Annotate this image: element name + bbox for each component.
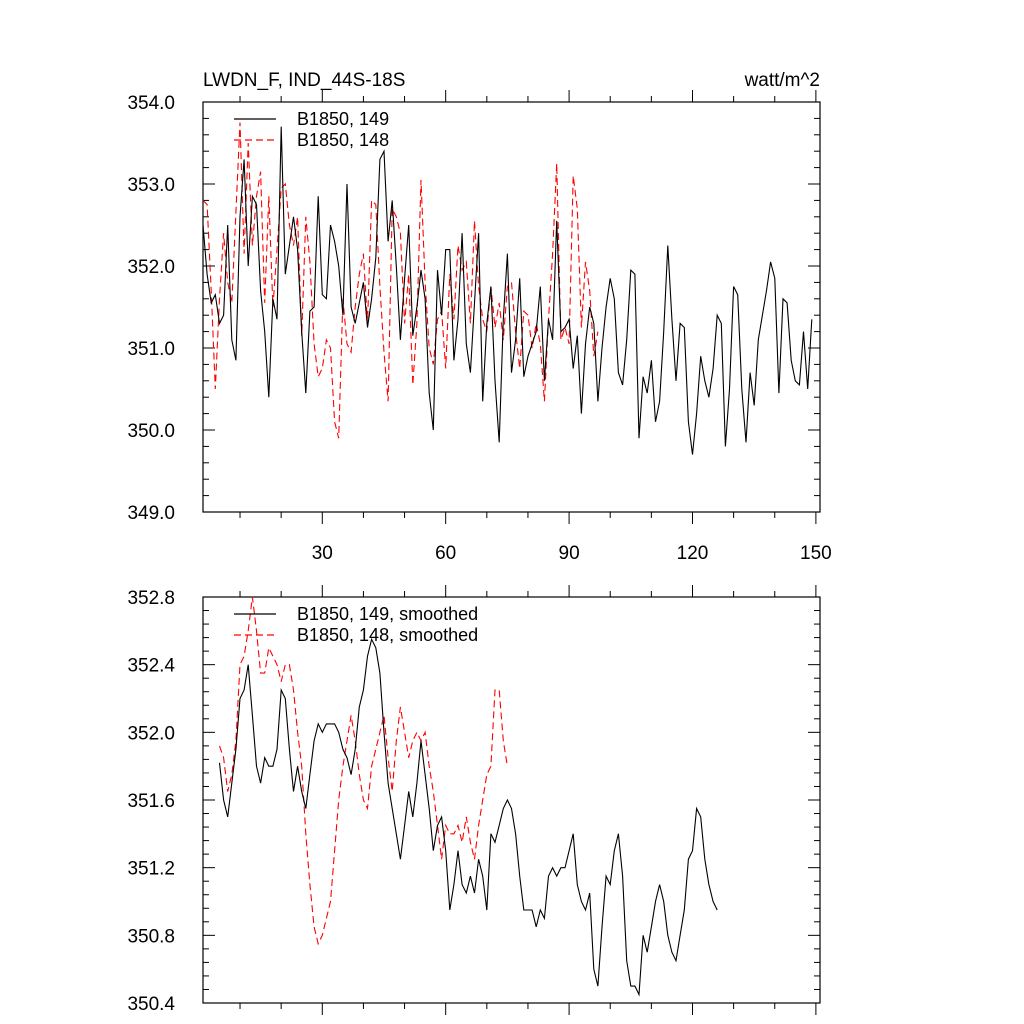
- series-line-1: [202, 126, 813, 455]
- x-tick-label: 120: [677, 543, 709, 564]
- y-tick-label: 350.4: [127, 994, 175, 1015]
- y-tick-label: 349.0: [127, 503, 175, 524]
- y-tick-label: 352.0: [127, 257, 175, 278]
- y-tick-label: 351.2: [127, 859, 175, 880]
- y-tick-label: 350.8: [127, 926, 175, 947]
- plot-frame: [202, 101, 821, 513]
- x-tick-label: 60: [435, 543, 456, 564]
- plot-frame: [202, 596, 821, 1004]
- series-line-1: [218, 637, 718, 997]
- units-label: watt/m^2: [744, 70, 820, 91]
- x-tick-label: 30: [312, 543, 333, 564]
- figure-title: LWDN_F, IND_44S-18S: [203, 70, 405, 91]
- x-tick-label: 90: [559, 543, 580, 564]
- legend-label: B1850, 148, smoothed: [297, 625, 478, 645]
- top-chart-panel: 349.0 350.0 351.0 352.0 353.0 354.0 30 60 90 120 1…: [127, 90, 832, 564]
- legend-label: B1850, 149, smoothed: [297, 604, 478, 624]
- y-tick-label: 350.0: [127, 421, 175, 442]
- x-tick-label: 150: [800, 543, 832, 564]
- series-line-2: [218, 596, 508, 946]
- y-tick-label: 352.8: [127, 588, 175, 609]
- y-tick-label: 354.0: [127, 93, 175, 114]
- legend-label: B1850, 148: [297, 130, 389, 150]
- y-tick-label: 351.0: [127, 339, 175, 360]
- y-tick-label: 351.6: [127, 791, 175, 812]
- y-tick-label: 352.0: [127, 723, 175, 744]
- legend-label: B1850, 149: [297, 109, 389, 129]
- y-tick-label: 352.4: [127, 656, 175, 677]
- y-tick-label: 353.0: [127, 175, 175, 196]
- bottom-chart-panel: 350.4 350.8 351.2 351.6 352.0 352.4 352.8 B1850…: [127, 585, 821, 1015]
- series-line-2: [202, 122, 599, 439]
